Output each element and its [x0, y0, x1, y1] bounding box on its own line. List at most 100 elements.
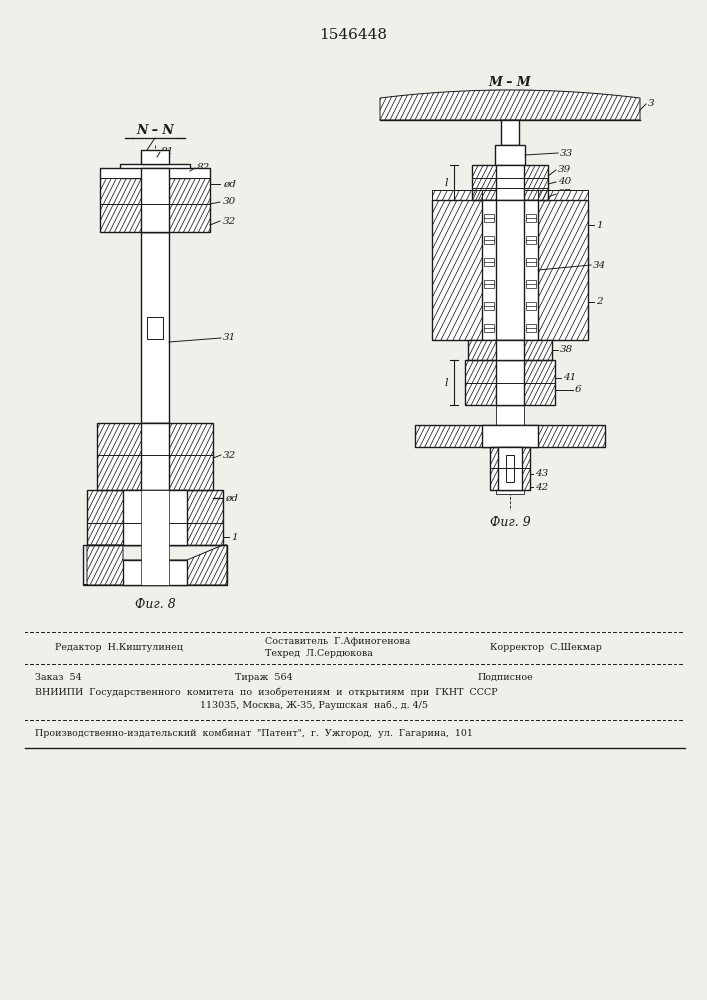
Bar: [97, 423, 213, 490]
Text: 1: 1: [596, 221, 602, 230]
Polygon shape: [524, 360, 555, 405]
Bar: [472, 165, 548, 200]
Bar: [415, 425, 605, 447]
Text: 32: 32: [223, 450, 236, 460]
Bar: [147, 317, 163, 339]
Polygon shape: [415, 425, 482, 447]
Bar: [482, 200, 538, 340]
Polygon shape: [490, 447, 498, 490]
Text: 6: 6: [575, 385, 582, 394]
Bar: [526, 280, 536, 288]
Polygon shape: [524, 165, 548, 200]
Bar: [432, 190, 588, 200]
Bar: [484, 302, 494, 310]
Polygon shape: [169, 423, 213, 490]
Text: Фиг. 9: Фиг. 9: [490, 516, 530, 528]
Text: 82: 82: [197, 163, 210, 172]
Text: ød: ød: [223, 180, 236, 188]
Text: 40: 40: [558, 178, 571, 186]
Polygon shape: [415, 425, 482, 447]
Text: Корректор  С.Шекмар: Корректор С.Шекмар: [490, 643, 602, 652]
Bar: [496, 165, 524, 494]
Polygon shape: [432, 190, 482, 200]
Bar: [120, 164, 190, 178]
Bar: [484, 258, 494, 266]
Polygon shape: [83, 545, 227, 585]
Polygon shape: [432, 190, 482, 200]
Bar: [123, 490, 187, 545]
Bar: [484, 236, 494, 244]
Bar: [496, 360, 524, 405]
Polygon shape: [538, 425, 605, 447]
Text: 1546448: 1546448: [319, 28, 387, 42]
Text: 1: 1: [231, 532, 238, 542]
Text: M – M: M – M: [489, 76, 532, 89]
Text: Редактор  Н.Киштулинец: Редактор Н.Киштулинец: [55, 643, 183, 652]
Text: 43: 43: [535, 470, 548, 479]
Polygon shape: [522, 447, 530, 490]
Polygon shape: [490, 447, 498, 490]
Bar: [83, 545, 227, 585]
Text: 39: 39: [558, 165, 571, 174]
Bar: [496, 340, 524, 360]
Polygon shape: [97, 423, 141, 490]
Polygon shape: [100, 178, 141, 232]
Text: Подписное: Подписное: [478, 672, 534, 682]
Bar: [141, 490, 169, 585]
Text: Производственно-издательский  комбинат  "Патент",  г.  Ужгород,  ул.  Гагарина, : Производственно-издательский комбинат "П…: [35, 728, 473, 738]
Bar: [484, 324, 494, 332]
Bar: [495, 145, 525, 165]
Polygon shape: [538, 190, 588, 200]
Text: ВНИИПИ  Государственного  комитета  по  изобретениям  и  открытиям  при  ГКНТ  С: ВНИИПИ Государственного комитета по изоб…: [35, 687, 498, 697]
Text: l: l: [444, 378, 448, 388]
Text: 30: 30: [223, 198, 236, 207]
Bar: [468, 340, 552, 360]
Polygon shape: [524, 360, 555, 405]
Bar: [141, 423, 169, 490]
Text: 38: 38: [560, 346, 573, 355]
Bar: [465, 360, 555, 405]
Bar: [100, 168, 210, 232]
Polygon shape: [524, 340, 552, 360]
Bar: [526, 302, 536, 310]
Text: ød: ød: [225, 493, 238, 502]
Polygon shape: [465, 360, 496, 405]
Bar: [141, 150, 169, 164]
Text: Тираж  564: Тираж 564: [235, 672, 293, 682]
Polygon shape: [538, 200, 588, 340]
Bar: [496, 200, 524, 340]
Text: Составитель  Г.Афиногенова: Составитель Г.Афиногенова: [265, 637, 410, 646]
Bar: [100, 168, 210, 178]
Polygon shape: [538, 200, 588, 340]
Polygon shape: [169, 178, 210, 232]
Polygon shape: [87, 490, 123, 545]
Polygon shape: [380, 90, 640, 120]
Polygon shape: [83, 545, 227, 585]
Bar: [490, 447, 530, 490]
Polygon shape: [522, 447, 530, 490]
Polygon shape: [432, 200, 482, 340]
Bar: [484, 280, 494, 288]
Polygon shape: [538, 190, 588, 200]
Bar: [526, 214, 536, 222]
Text: Техред  Л.Сердюкова: Техред Л.Сердюкова: [265, 648, 373, 658]
Text: N – N: N – N: [136, 123, 174, 136]
Bar: [482, 425, 538, 447]
Text: 3: 3: [648, 100, 655, 108]
Bar: [506, 455, 514, 482]
Polygon shape: [169, 178, 210, 232]
Bar: [87, 490, 223, 545]
Text: l: l: [444, 178, 448, 188]
Polygon shape: [169, 423, 213, 490]
Bar: [526, 258, 536, 266]
Text: 33: 33: [560, 148, 573, 157]
Polygon shape: [524, 165, 548, 200]
Polygon shape: [187, 490, 223, 545]
Text: 81: 81: [161, 147, 174, 156]
Polygon shape: [472, 165, 496, 200]
Polygon shape: [465, 360, 496, 405]
Polygon shape: [187, 490, 223, 545]
Polygon shape: [538, 425, 605, 447]
Bar: [123, 560, 187, 585]
Text: 32: 32: [223, 217, 236, 226]
